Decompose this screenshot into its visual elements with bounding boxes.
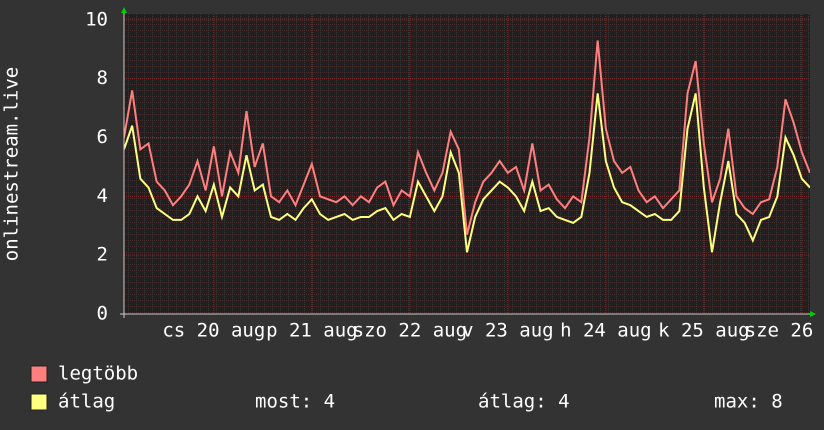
- y-tick-label: 6: [97, 126, 108, 148]
- series-line: [124, 93, 810, 253]
- y-tick-label: 4: [97, 185, 108, 207]
- y-arrow: [121, 7, 127, 13]
- x-tick-label: k 25 aug: [658, 320, 750, 342]
- stat-label: max: 8: [714, 391, 783, 413]
- lines: [124, 40, 810, 253]
- legend: legtöbb átlag most: 4 átlag: 4 max: 8: [30, 363, 783, 413]
- y-axis-label: onlinestream.live: [1, 67, 23, 261]
- x-tick-label: h 24 aug: [560, 320, 652, 342]
- legend-label: legtöbb: [58, 363, 138, 385]
- x-tick-label: v 23 aug: [462, 320, 554, 342]
- stat-label: most: 4: [255, 391, 335, 413]
- legend-label: átlag: [58, 391, 115, 413]
- series-line: [124, 40, 810, 235]
- y-tick-label: 0: [97, 303, 108, 325]
- legend-swatch: [30, 393, 48, 411]
- y-tick-label: 10: [85, 8, 108, 30]
- stat-label: átlag: 4: [478, 391, 570, 413]
- y-tick-label: 2: [97, 244, 108, 266]
- x-arrow: [810, 311, 816, 317]
- x-tick-label: sze 26 aug: [745, 320, 824, 342]
- x-tick-label: szo 22 aug: [353, 320, 467, 342]
- legend-swatch: [30, 365, 48, 383]
- x-tick-label: cs 20 aug: [162, 320, 265, 342]
- x-tick-label: p 21 aug: [266, 320, 358, 342]
- y-tick-label: 8: [97, 67, 108, 89]
